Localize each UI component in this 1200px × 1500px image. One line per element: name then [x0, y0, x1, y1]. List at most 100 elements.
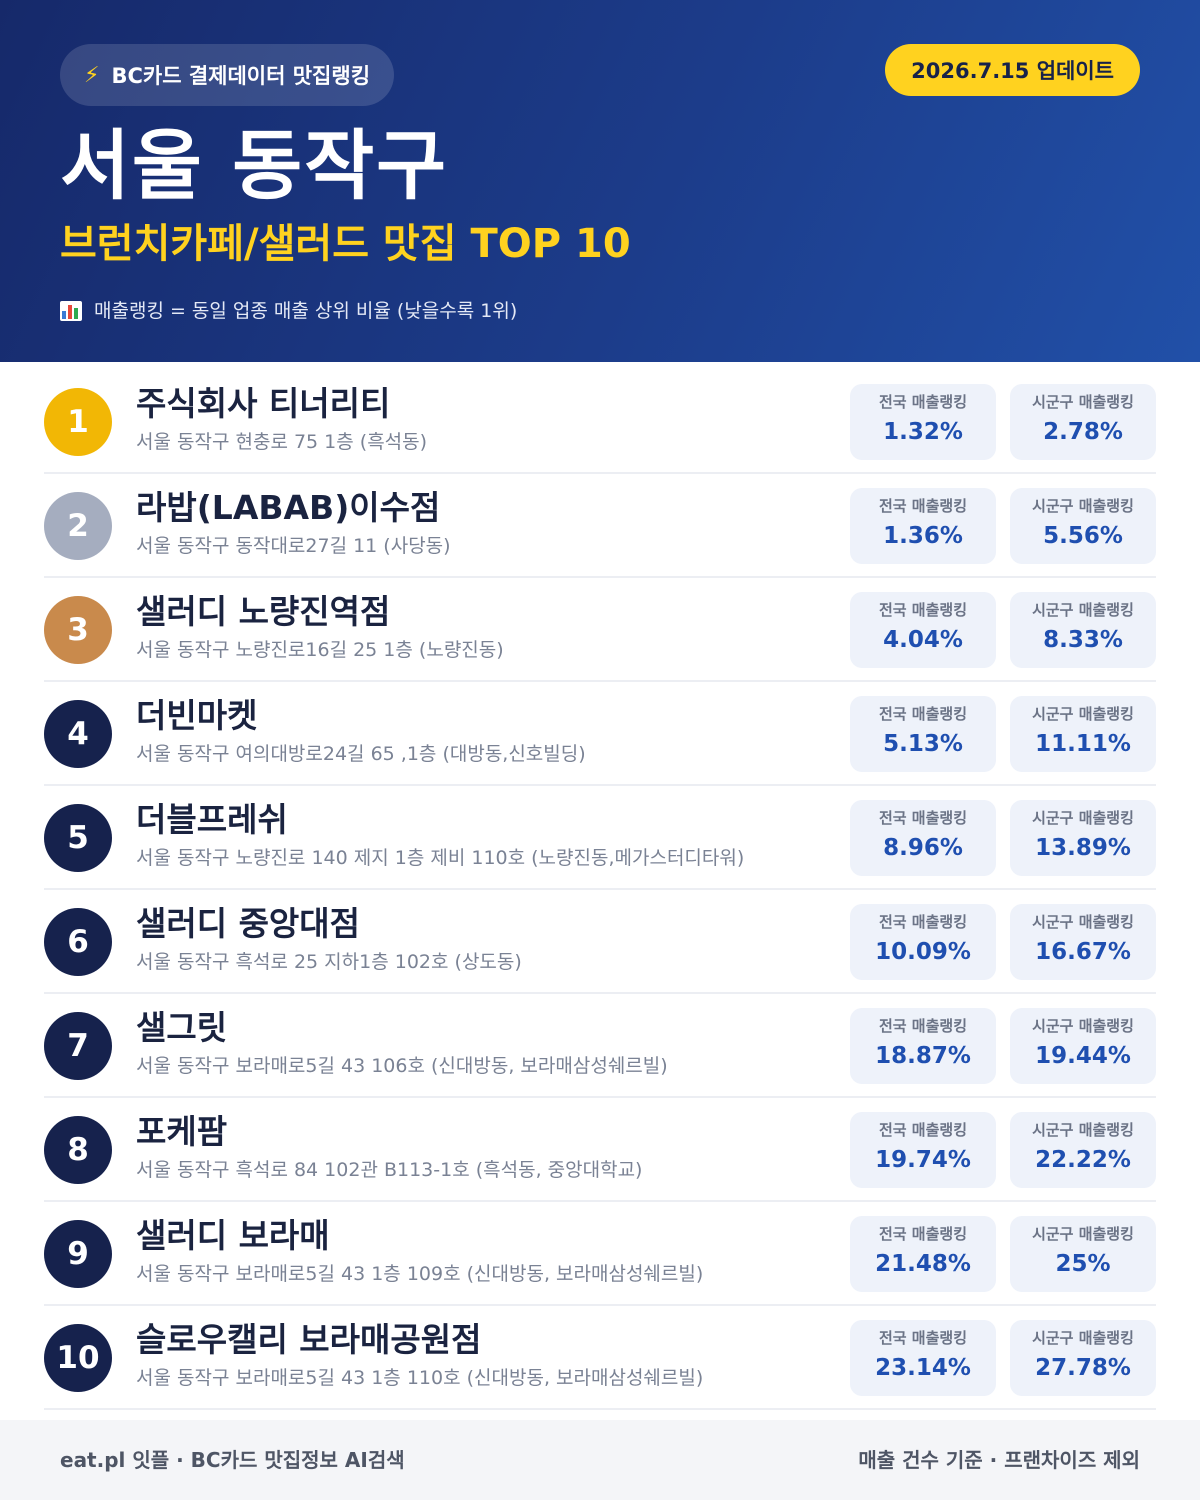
national-ranking-label: 전국 매출랭킹 [878, 705, 968, 723]
national-ranking-value: 19.74% [875, 1147, 971, 1173]
district-ranking-box: 시군구 매출랭킹 27.78% [1010, 1320, 1156, 1396]
restaurant-address: 서울 동작구 현충로 75 1층 (흑석동) [136, 431, 428, 453]
restaurant-address: 서울 동작구 흑석로 25 지하1층 102호 (상도동) [136, 951, 522, 973]
footer-note: 매출 건수 기준 · 프랜차이즈 제외 [858, 1448, 1140, 1472]
district-ranking-label: 시군구 매출랭킹 [1032, 601, 1134, 619]
restaurant-address: 서울 동작구 보라매로5길 43 1층 110호 (신대방동, 보라매삼성쉐르빌… [136, 1367, 704, 1389]
district-ranking-label: 시군구 매출랭킹 [1032, 497, 1134, 515]
footer-source: eat.pl 잇플 · BC카드 맛집정보 AI검색 [60, 1448, 405, 1472]
rank-badge: 2 [44, 492, 112, 560]
restaurant-name: 더블프레쉬 [136, 800, 288, 839]
district-ranking-label: 시군구 매출랭킹 [1032, 913, 1134, 931]
list-item[interactable]: 5 더블프레쉬 서울 동작구 노량진로 140 제지 1층 제비 110호 (노량진… [44, 786, 1156, 890]
region-title: 서울 동작구 [60, 121, 449, 210]
district-ranking-value: 2.78% [1043, 419, 1123, 445]
source-badge-label: BC카드 결제데이터 맛집랭킹 [111, 64, 371, 88]
district-ranking-value: 5.56% [1043, 523, 1123, 549]
national-ranking-label: 전국 매출랭킹 [878, 809, 968, 827]
restaurant-name: 라밥(LABAB)이수점 [136, 488, 441, 527]
restaurant-address: 서울 동작구 보라매로5길 43 106호 (신대방동, 보라매삼성쉐르빌) [136, 1055, 668, 1077]
national-ranking-value: 5.13% [883, 731, 963, 757]
district-ranking-box: 시군구 매출랭킹 16.67% [1010, 904, 1156, 980]
restaurant-list: 1 주식회사 티너리티 서울 동작구 현충로 75 1층 (흑석동) 전국 매출랭킹 1… [44, 370, 1156, 1410]
district-ranking-box: 시군구 매출랭킹 25% [1010, 1216, 1156, 1292]
restaurant-name: 샐러디 노량진역점 [136, 592, 391, 631]
national-ranking-label: 전국 매출랭킹 [878, 1225, 968, 1243]
national-ranking-label: 전국 매출랭킹 [878, 393, 968, 411]
district-ranking-box: 시군구 매출랭킹 2.78% [1010, 384, 1156, 460]
district-ranking-box: 시군구 매출랭킹 8.33% [1010, 592, 1156, 668]
list-item[interactable]: 6 샐러디 중앙대점 서울 동작구 흑석로 25 지하1층 102호 (상도동) 전국… [44, 890, 1156, 994]
national-ranking-label: 전국 매출랭킹 [878, 1329, 968, 1347]
rank-badge: 9 [44, 1220, 112, 1288]
restaurant-name: 샐러디 중앙대점 [136, 904, 361, 943]
national-ranking-value: 18.87% [875, 1043, 971, 1069]
restaurant-address: 서울 동작구 여의대방로24길 65 ,1층 (대방동,신호빌딩) [136, 743, 586, 765]
district-ranking-box: 시군구 매출랭킹 19.44% [1010, 1008, 1156, 1084]
district-ranking-label: 시군구 매출랭킹 [1032, 1017, 1134, 1035]
district-ranking-label: 시군구 매출랭킹 [1032, 705, 1134, 723]
district-ranking-value: 13.89% [1035, 835, 1131, 861]
national-ranking-box: 전국 매출랭킹 1.32% [850, 384, 996, 460]
district-ranking-value: 25% [1055, 1251, 1111, 1277]
bar-chart-icon [60, 301, 82, 321]
national-ranking-value: 10.09% [875, 939, 971, 965]
national-ranking-box: 전국 매출랭킹 23.14% [850, 1320, 996, 1396]
national-ranking-value: 21.48% [875, 1251, 971, 1277]
restaurant-address: 서울 동작구 노량진로16길 25 1층 (노량진동) [136, 639, 504, 661]
restaurant-name: 주식회사 티너리티 [136, 384, 391, 423]
ranking-legend-text: 매출랭킹 = 동일 업종 매출 상위 비율 (낮을수록 1위) [94, 300, 518, 322]
restaurant-name: 더빈마켓 [136, 696, 258, 735]
lightning-icon: ⚡ [84, 62, 100, 88]
district-ranking-box: 시군구 매출랭킹 11.11% [1010, 696, 1156, 772]
category-subtitle: 브런치카페/샐러드 맛집 TOP 10 [60, 221, 631, 267]
national-ranking-box: 전국 매출랭킹 5.13% [850, 696, 996, 772]
restaurant-address: 서울 동작구 보라매로5길 43 1층 109호 (신대방동, 보라매삼성쉐르빌… [136, 1263, 704, 1285]
national-ranking-box: 전국 매출랭킹 8.96% [850, 800, 996, 876]
district-ranking-label: 시군구 매출랭킹 [1032, 1121, 1134, 1139]
national-ranking-box: 전국 매출랭킹 18.87% [850, 1008, 996, 1084]
rank-badge: 7 [44, 1012, 112, 1080]
district-ranking-value: 8.33% [1043, 627, 1123, 653]
national-ranking-label: 전국 매출랭킹 [878, 601, 968, 619]
ranking-legend: 매출랭킹 = 동일 업종 매출 상위 비율 (낮을수록 1위) [60, 296, 517, 326]
district-ranking-box: 시군구 매출랭킹 5.56% [1010, 488, 1156, 564]
national-ranking-value: 8.96% [883, 835, 963, 861]
list-item[interactable]: 10 슬로우캘리 보라매공원점 서울 동작구 보라매로5길 43 1층 110호 (… [44, 1306, 1156, 1410]
district-ranking-box: 시군구 매출랭킹 13.89% [1010, 800, 1156, 876]
restaurant-name: 샐그릿 [136, 1008, 228, 1047]
restaurant-address: 서울 동작구 동작대로27길 11 (사당동) [136, 535, 451, 557]
national-ranking-label: 전국 매출랭킹 [878, 1121, 968, 1139]
rank-badge: 1 [44, 388, 112, 456]
restaurant-address: 서울 동작구 노량진로 140 제지 1층 제비 110호 (노량진동,메가스터… [136, 847, 745, 869]
national-ranking-box: 전국 매출랭킹 19.74% [850, 1112, 996, 1188]
list-item[interactable]: 8 포케팜 서울 동작구 흑석로 84 102관 B113-1호 (흑석동, 중앙대… [44, 1098, 1156, 1202]
footer: eat.pl 잇플 · BC카드 맛집정보 AI검색 매출 건수 기준 · 프랜… [0, 1420, 1200, 1500]
district-ranking-value: 22.22% [1035, 1147, 1131, 1173]
national-ranking-value: 23.14% [875, 1355, 971, 1381]
district-ranking-label: 시군구 매출랭킹 [1032, 393, 1134, 411]
national-ranking-box: 전국 매출랭킹 1.36% [850, 488, 996, 564]
header-banner: ⚡ BC카드 결제데이터 맛집랭킹 2026.7.15 업데이트 서울 동작구 … [0, 0, 1200, 362]
district-ranking-label: 시군구 매출랭킹 [1032, 809, 1134, 827]
national-ranking-box: 전국 매출랭킹 10.09% [850, 904, 996, 980]
district-ranking-value: 19.44% [1035, 1043, 1131, 1069]
district-ranking-label: 시군구 매출랭킹 [1032, 1329, 1134, 1347]
list-item[interactable]: 4 더빈마켓 서울 동작구 여의대방로24길 65 ,1층 (대방동,신호빌딩) 전국… [44, 682, 1156, 786]
restaurant-name: 슬로우캘리 보라매공원점 [136, 1320, 482, 1359]
national-ranking-label: 전국 매출랭킹 [878, 497, 968, 515]
district-ranking-box: 시군구 매출랭킹 22.22% [1010, 1112, 1156, 1188]
district-ranking-label: 시군구 매출랭킹 [1032, 1225, 1134, 1243]
district-ranking-value: 16.67% [1035, 939, 1131, 965]
restaurant-address: 서울 동작구 흑석로 84 102관 B113-1호 (흑석동, 중앙대학교) [136, 1159, 643, 1181]
national-ranking-box: 전국 매출랭킹 4.04% [850, 592, 996, 668]
rank-badge: 3 [44, 596, 112, 664]
source-badge: ⚡ BC카드 결제데이터 맛집랭킹 [60, 44, 395, 106]
district-ranking-value: 27.78% [1035, 1355, 1131, 1381]
restaurant-name: 샐러디 보라매 [136, 1216, 330, 1255]
